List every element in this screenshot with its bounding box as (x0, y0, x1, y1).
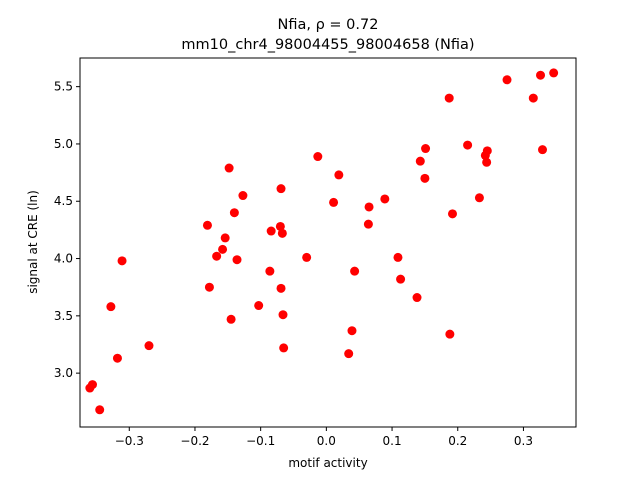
data-point-50 (482, 146, 492, 156)
x-tick-label: 0.0 (317, 434, 336, 448)
y-tick-label: 5.0 (54, 137, 73, 151)
data-point-36 (380, 194, 390, 204)
data-point-26 (279, 343, 289, 353)
data-point-37 (393, 252, 403, 262)
data-point-38 (396, 274, 406, 284)
data-point-19 (265, 266, 275, 276)
x-tick-label: −0.3 (115, 434, 144, 448)
data-point-31 (344, 349, 354, 359)
data-point-13 (224, 163, 234, 173)
data-point-45 (447, 209, 457, 219)
data-point-18 (254, 301, 264, 311)
data-point-55 (549, 68, 559, 78)
data-point-12 (220, 233, 230, 243)
data-point-54 (538, 145, 547, 155)
x-tick-label: 0.2 (448, 434, 467, 448)
y-tick-label: 5.5 (54, 80, 73, 94)
data-point-24 (277, 228, 287, 238)
data-point-46 (463, 140, 473, 150)
data-point-6 (117, 256, 127, 266)
data-point-32 (347, 326, 357, 336)
data-point-25 (278, 310, 288, 320)
data-point-30 (334, 170, 344, 180)
data-point-41 (420, 173, 430, 183)
data-point-8 (202, 220, 212, 230)
y-tick-label: 4.5 (54, 194, 73, 208)
data-point-40 (415, 156, 425, 166)
data-point-28 (313, 152, 323, 162)
x-tick-label: −0.2 (180, 434, 209, 448)
data-point-2 (87, 380, 97, 390)
data-point-3 (95, 405, 105, 415)
y-axis-label: signal at CRE (ln) (26, 190, 40, 294)
data-point-34 (363, 219, 373, 229)
data-point-11 (218, 244, 228, 254)
data-point-17 (238, 191, 248, 201)
data-point-14 (226, 314, 236, 324)
data-point-9 (204, 282, 214, 292)
data-point-4 (106, 302, 116, 312)
plot-frame (79, 57, 577, 428)
x-axis-label: motif activity (288, 456, 367, 470)
data-points (85, 68, 559, 415)
data-point-47 (474, 193, 484, 203)
data-point-33 (350, 266, 360, 276)
x-tick-label: 0.1 (383, 434, 402, 448)
data-point-29 (329, 197, 339, 207)
data-point-10 (212, 251, 222, 261)
x-tick-label: −0.1 (246, 434, 275, 448)
data-point-53 (536, 70, 546, 80)
x-tick-label: 0.3 (514, 434, 533, 448)
y-tick-label: 4.0 (54, 252, 73, 266)
x-axis-ticks: −0.3 −0.2 −0.1 0.0 0.1 0.2 0.3 (115, 427, 533, 448)
data-point-7 (144, 341, 154, 351)
data-point-51 (502, 75, 512, 85)
data-point-16 (232, 255, 242, 265)
chart-title-line2: mm10_chr4_98004455_98004658 (Nfia) (181, 37, 474, 53)
data-point-49 (482, 157, 492, 167)
data-point-22 (276, 184, 286, 194)
data-point-20 (266, 226, 276, 236)
data-point-21 (275, 221, 285, 231)
data-point-44 (445, 329, 455, 339)
data-point-39 (412, 293, 422, 303)
data-point-15 (229, 208, 239, 218)
data-point-52 (528, 93, 538, 103)
y-tick-label: 3.0 (54, 366, 73, 380)
data-point-42 (421, 144, 431, 154)
y-axis-ticks: 3.0 3.5 4.0 4.5 5.0 5.5 (54, 80, 80, 380)
data-point-5 (112, 353, 122, 363)
y-tick-label: 3.5 (54, 309, 73, 323)
data-point-23 (276, 283, 286, 293)
chart-title-line1: Nfia, ρ = 0.72 (278, 17, 379, 33)
data-point-27 (302, 252, 312, 262)
data-point-43 (444, 93, 454, 103)
data-point-35 (364, 202, 374, 212)
